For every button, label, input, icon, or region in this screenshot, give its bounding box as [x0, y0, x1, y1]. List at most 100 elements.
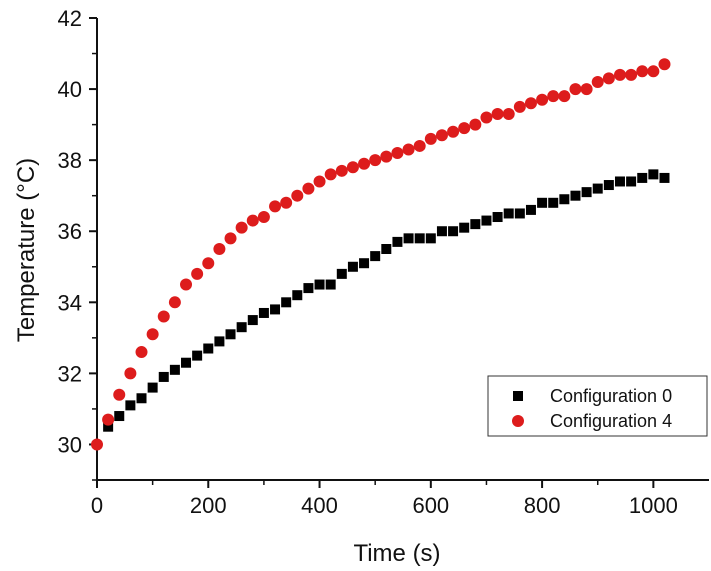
data-point-circle [202, 257, 215, 270]
data-point-circle [358, 157, 371, 170]
data-point-circle [491, 107, 504, 120]
x-axis-label: Time (s) [353, 540, 440, 567]
configuration-0-series [103, 169, 670, 432]
data-point-square [503, 208, 514, 219]
x-tick-label: 200 [190, 493, 227, 518]
data-point-circle [213, 243, 226, 255]
data-point-circle [191, 267, 204, 280]
data-point-square [136, 393, 147, 404]
data-point-circle [246, 214, 259, 227]
data-point-circle [235, 221, 248, 234]
data-point-square [258, 307, 269, 318]
data-point-square [114, 411, 125, 422]
data-point-circle [380, 150, 393, 163]
data-point-circle [424, 132, 437, 145]
data-point-circle [180, 278, 193, 291]
data-point-square [603, 180, 614, 191]
data-point-square [514, 208, 525, 219]
y-tick-label: 42 [58, 6, 82, 31]
data-point-circle [369, 154, 382, 167]
data-point-circle [257, 211, 270, 224]
y-tick-label: 40 [58, 77, 82, 102]
data-point-circle [269, 200, 282, 213]
data-point-circle [280, 196, 293, 209]
x-tick-label: 1000 [629, 493, 678, 518]
data-point-square [448, 226, 459, 237]
legend-marker-circle [512, 415, 524, 427]
data-point-circle [658, 58, 671, 71]
data-point-circle [91, 438, 103, 451]
data-point-circle [480, 111, 493, 124]
x-tick-label: 600 [412, 493, 449, 518]
y-tick-label: 34 [58, 290, 82, 315]
data-point-square [125, 400, 136, 411]
data-point-square [614, 176, 625, 187]
y-tick-label: 32 [58, 361, 82, 386]
data-point-square [192, 350, 203, 361]
data-point-square [203, 343, 214, 354]
data-point-circle [536, 93, 549, 106]
data-point-square [336, 268, 347, 279]
data-point-square [492, 212, 503, 223]
data-point-square [403, 233, 414, 244]
data-point-circle [146, 328, 159, 341]
y-axis-ticks: 30 32 34 36 38 40 42 [58, 6, 97, 481]
data-point-square [169, 364, 180, 375]
data-point-circle [458, 122, 471, 135]
configuration-4-series [91, 58, 671, 451]
x-axis-ticks: 0 200 400 600 800 1000 [91, 480, 678, 518]
data-point-square [392, 236, 403, 247]
data-point-square [381, 244, 392, 254]
legend-box [487, 375, 708, 437]
series-layer [91, 58, 671, 451]
data-point-square [581, 187, 592, 198]
data-point-square [247, 315, 258, 326]
data-point-square [359, 258, 370, 269]
data-point-circle [324, 168, 337, 181]
data-point-circle [469, 118, 482, 131]
data-point-circle [135, 346, 148, 359]
data-point-square [637, 172, 648, 183]
data-point-circle [625, 68, 638, 81]
data-point-circle [102, 413, 115, 426]
data-point-square [470, 219, 481, 230]
x-tick-label: 400 [301, 493, 338, 518]
data-point-square [270, 304, 281, 315]
data-point-square [659, 172, 670, 183]
data-point-square [459, 222, 470, 233]
data-point-square [347, 261, 358, 272]
y-tick-label: 38 [58, 148, 82, 173]
data-point-circle [580, 83, 593, 96]
y-axis-label: Temperature (°C) [13, 158, 40, 342]
data-point-circle [346, 161, 359, 174]
data-point-circle [435, 129, 448, 142]
data-point-square [626, 176, 637, 187]
data-point-square [370, 251, 381, 262]
data-point-square [481, 215, 492, 226]
data-point-square [436, 226, 447, 237]
data-point-circle [558, 90, 571, 103]
legend-label: Configuration 4 [550, 411, 672, 431]
data-point-square [325, 279, 336, 290]
data-point-circle [113, 388, 126, 401]
data-point-square [425, 233, 436, 244]
data-point-circle [313, 175, 326, 188]
data-point-circle [547, 90, 560, 103]
data-point-circle [602, 72, 615, 85]
legend: Configuration 0 Configuration 4 [487, 375, 708, 437]
data-point-circle [391, 147, 404, 160]
data-point-circle [447, 125, 460, 138]
data-point-circle [302, 182, 315, 195]
y-tick-label: 36 [58, 219, 82, 244]
data-point-square [414, 233, 425, 244]
data-point-circle [591, 75, 604, 88]
data-point-circle [291, 189, 304, 202]
data-point-circle [636, 65, 649, 78]
data-point-square [214, 336, 225, 347]
data-point-circle [224, 232, 237, 245]
data-point-square [225, 329, 236, 340]
data-point-square [181, 357, 192, 368]
data-point-square [303, 283, 314, 294]
data-point-circle [335, 164, 348, 177]
